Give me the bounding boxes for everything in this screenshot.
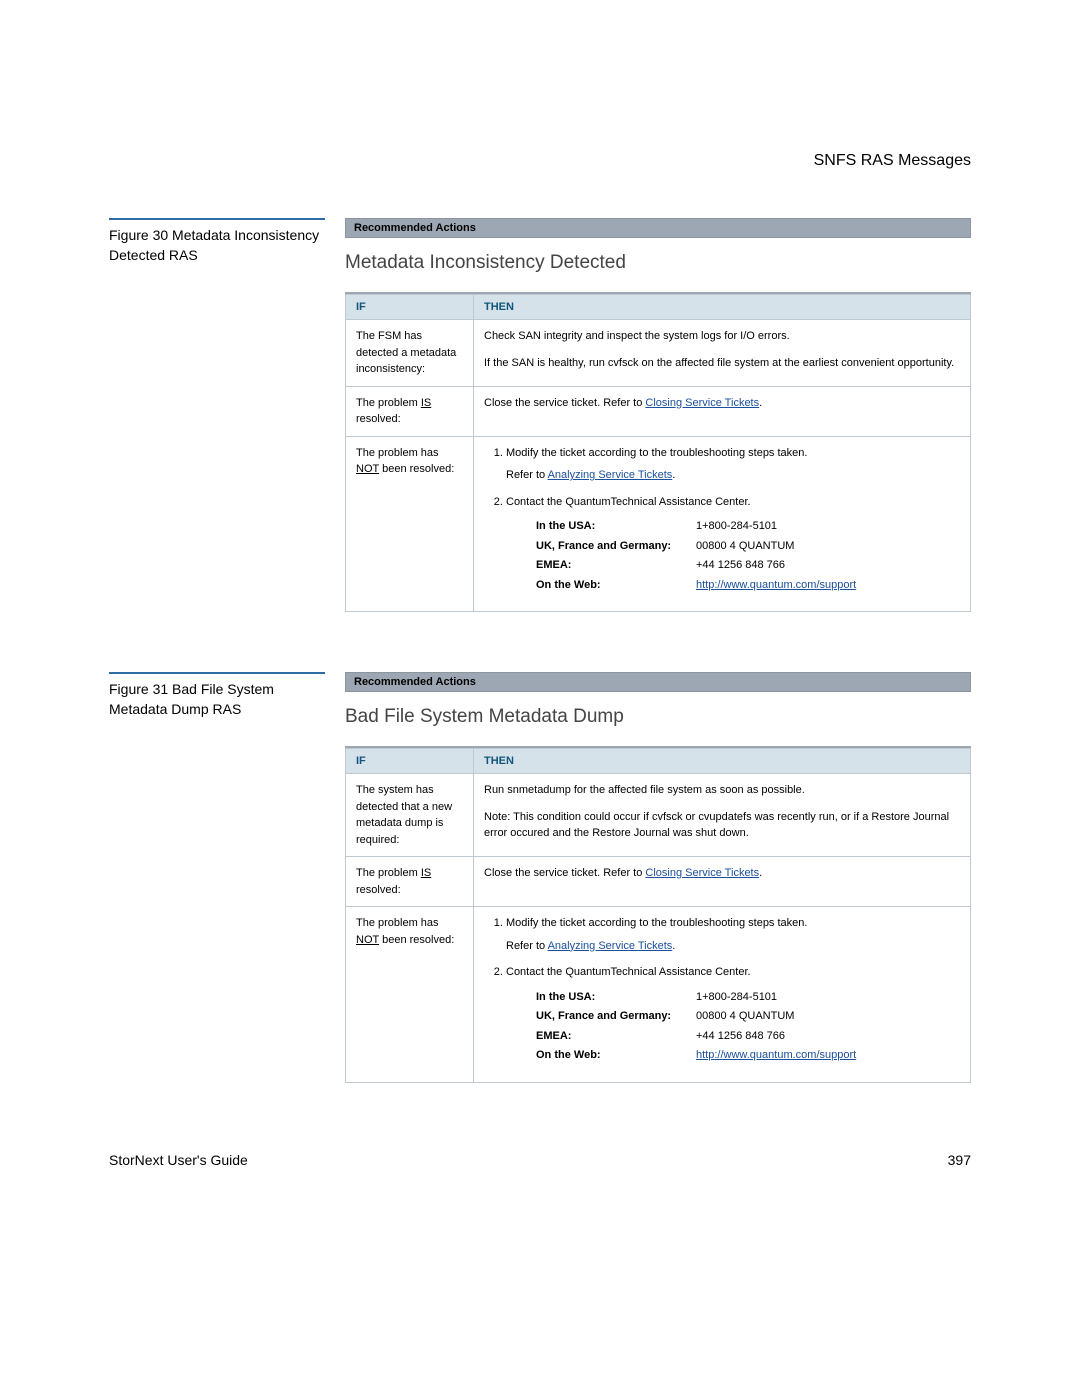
closing-tickets-link[interactable]: Closing Service Tickets [645,397,759,409]
contact-label-web: On the Web: [536,1047,696,1064]
th-then: THEN [474,295,971,320]
contact-grid: In the USA: 1+800-284-5101 UK, France an… [536,518,960,593]
guide-name: StorNext User's Guide [109,1152,248,1168]
panel: Recommended Actions Bad File System Meta… [345,672,971,1083]
then-cell: Close the service ticket. Refer to Closi… [474,386,971,436]
th-if: IF [346,749,474,774]
figure-caption: Figure 30 Metadata Inconsistency Detecte… [109,226,325,265]
contact-uk-phone: 00800 4 QUANTUM [696,538,960,555]
contact-label-usa: In the USA: [536,518,696,535]
analyzing-tickets-link[interactable]: Analyzing Service Tickets [548,469,673,481]
figure-caption-col: Figure 30 Metadata Inconsistency Detecte… [109,218,345,265]
table-row: The problem IS resolved: Close the servi… [346,386,971,436]
figure-30: Figure 30 Metadata Inconsistency Detecte… [109,218,971,612]
analyzing-tickets-link[interactable]: Analyzing Service Tickets [548,940,673,952]
figure-caption: Figure 31 Bad File System Metadata Dump … [109,680,325,719]
contact-label-emea: EMEA: [536,557,696,574]
contact-emea-phone: +44 1256 848 766 [696,1028,960,1045]
contact-label-uk: UK, France and Germany: [536,538,696,555]
panel-title: Bad File System Metadata Dump [345,706,971,728]
support-web-link[interactable]: http://www.quantum.com/support [696,1049,856,1061]
step-item: Modify the ticket according to the troub… [506,915,960,954]
page-footer: StorNext User's Guide 397 [109,1152,971,1168]
then-p2: If the SAN is healthy, run cvfsck on the… [484,355,960,372]
contact-label-web: On the Web: [536,577,696,594]
if-cell: The system has detected that a new metad… [346,774,474,857]
if-cell: The problem IS resolved: [346,857,474,907]
step-item: Contact the QuantumTechnical Assistance … [506,964,960,1064]
section-header: SNFS RAS Messages [109,152,971,170]
page-content: SNFS RAS Messages Figure 30 Metadata Inc… [109,152,971,1143]
refer-line: Refer to Analyzing Service Tickets. [506,938,960,955]
then-cell: Close the service ticket. Refer to Closi… [474,857,971,907]
troubleshoot-table: IF THEN The system has detected that a n… [345,748,971,1083]
then-p2: Note: This condition could occur if cvfs… [484,809,960,842]
table-row: The problem IS resolved: Close the servi… [346,857,971,907]
page-number: 397 [948,1152,971,1168]
contact-uk-phone: 00800 4 QUANTUM [696,1008,960,1025]
if-cell: The problem has NOT been resolved: [346,907,474,1083]
recommended-actions-bar: Recommended Actions [345,218,971,238]
contact-emea-phone: +44 1256 848 766 [696,557,960,574]
caption-rule [109,218,325,220]
th-then: THEN [474,749,971,774]
contact-usa-phone: 1+800-284-5101 [696,518,960,535]
step-item: Contact the QuantumTechnical Assistance … [506,494,960,594]
contact-label-emea: EMEA: [536,1028,696,1045]
table-row: The problem has NOT been resolved: Modif… [346,436,971,612]
contact-grid: In the USA: 1+800-284-5101 UK, France an… [536,989,960,1064]
support-web-link[interactable]: http://www.quantum.com/support [696,579,856,591]
table-row: The problem has NOT been resolved: Modif… [346,907,971,1083]
step-item: Modify the ticket according to the troub… [506,445,960,484]
table-row: The system has detected that a new metad… [346,774,971,857]
troubleshoot-table: IF THEN The FSM has detected a metadata … [345,294,971,612]
if-cell: The problem has NOT been resolved: [346,436,474,612]
refer-line: Refer to Analyzing Service Tickets. [506,467,960,484]
caption-rule [109,672,325,674]
then-p1: Check SAN integrity and inspect the syst… [484,328,960,345]
steps-list: Modify the ticket according to the troub… [506,445,960,594]
panel-title: Metadata Inconsistency Detected [345,252,971,274]
then-cell: Modify the ticket according to the troub… [474,436,971,612]
panel: Recommended Actions Metadata Inconsisten… [345,218,971,612]
then-cell: Check SAN integrity and inspect the syst… [474,320,971,387]
table-row: The FSM has detected a metadata inconsis… [346,320,971,387]
contact-label-usa: In the USA: [536,989,696,1006]
figure-31: Figure 31 Bad File System Metadata Dump … [109,672,971,1083]
th-if: IF [346,295,474,320]
then-p1: Run snmetadump for the affected file sys… [484,782,960,799]
closing-tickets-link[interactable]: Closing Service Tickets [645,867,759,879]
contact-usa-phone: 1+800-284-5101 [696,989,960,1006]
if-cell: The problem IS resolved: [346,386,474,436]
recommended-actions-bar: Recommended Actions [345,672,971,692]
figure-caption-col: Figure 31 Bad File System Metadata Dump … [109,672,345,719]
then-cell: Modify the ticket according to the troub… [474,907,971,1083]
then-cell: Run snmetadump for the affected file sys… [474,774,971,857]
steps-list: Modify the ticket according to the troub… [506,915,960,1064]
contact-label-uk: UK, France and Germany: [536,1008,696,1025]
if-cell: The FSM has detected a metadata inconsis… [346,320,474,387]
